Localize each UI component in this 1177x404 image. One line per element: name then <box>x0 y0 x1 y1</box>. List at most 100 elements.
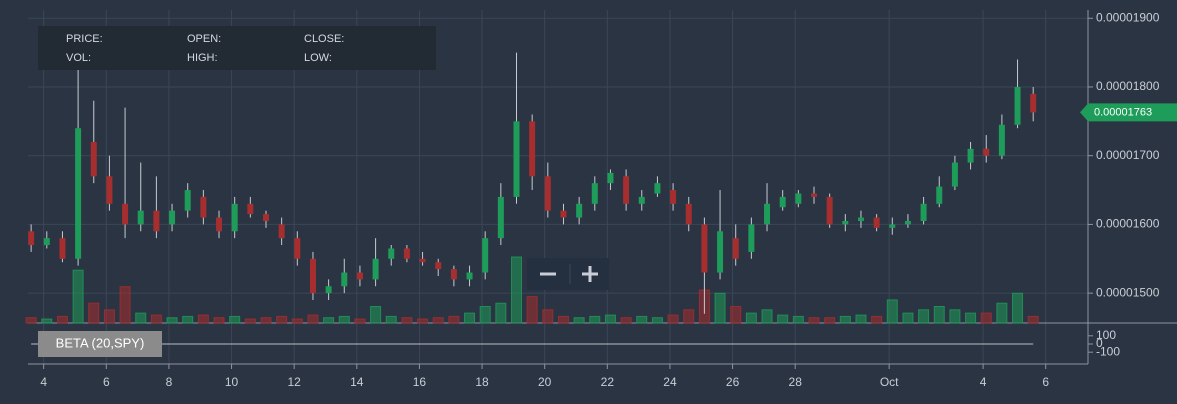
volume-bar <box>980 312 992 324</box>
y-tick-label: -100 <box>1096 344 1120 358</box>
volume-bar <box>56 315 68 324</box>
candle-body <box>482 238 489 273</box>
grid <box>28 10 1177 369</box>
volume-bar <box>307 314 319 324</box>
candle-body <box>356 272 363 280</box>
x-tick-label: 6 <box>1042 375 1049 389</box>
volume-bar <box>824 317 836 324</box>
candle-body <box>670 190 677 204</box>
candle-body <box>873 217 880 228</box>
candle-body <box>983 148 990 156</box>
candle-body <box>216 217 223 232</box>
volume-bar <box>996 302 1008 324</box>
candle-body <box>450 269 457 280</box>
candle-body <box>388 248 395 259</box>
volume-bar <box>808 317 820 324</box>
volume-bar <box>542 309 554 324</box>
volume-bar <box>197 314 209 324</box>
candle-layer <box>28 52 1037 314</box>
volume-layer <box>25 256 1039 324</box>
candle-body <box>153 210 160 232</box>
volume-bar <box>714 292 726 324</box>
candle-body <box>936 186 943 204</box>
x-tick-label: 28 <box>789 375 803 389</box>
candle-body <box>419 258 426 263</box>
volume-bar <box>526 296 538 324</box>
volume-bar <box>933 306 945 324</box>
volume-bar <box>902 312 914 324</box>
beta-label-box <box>38 331 162 357</box>
volume-bar <box>291 318 303 324</box>
volume-bar <box>949 309 961 324</box>
candle-body <box>513 121 520 197</box>
candle-body <box>889 224 896 228</box>
candle-body <box>623 176 630 204</box>
y-tick-label: 0.00001600 <box>1096 217 1160 231</box>
candle-body <box>106 176 113 204</box>
volume-bar <box>965 312 977 324</box>
beta-label: BETA (20,SPY) <box>56 335 145 350</box>
info-label: LOW: <box>304 52 332 64</box>
candle-body <box>826 196 833 225</box>
last-price-label: 0.00001763 <box>1094 106 1152 118</box>
info-label: VOL: <box>66 52 91 64</box>
candle-body <box>529 121 536 177</box>
candle-body <box>967 148 974 163</box>
x-tick-label: 12 <box>287 375 301 389</box>
volume-bar <box>604 314 616 324</box>
info-label: CLOSE: <box>304 33 344 45</box>
volume-bar <box>25 317 37 324</box>
candle-body <box>764 203 771 225</box>
candle-body <box>810 193 817 197</box>
x-tick-label: 20 <box>538 375 552 389</box>
candle-body <box>717 231 724 273</box>
candle-body <box>497 196 504 239</box>
volume-bar <box>72 269 84 324</box>
candle-body <box>654 183 661 194</box>
candle-body <box>607 172 614 184</box>
candle-body <box>951 162 958 187</box>
volume-bar <box>385 315 397 324</box>
volume-bar <box>683 309 695 324</box>
candle-body <box>184 190 191 211</box>
x-tick-label: Oct <box>880 375 899 389</box>
zoom-out-button[interactable] <box>530 260 568 288</box>
zoom-in-button[interactable] <box>572 260 608 288</box>
candle-body <box>857 217 864 221</box>
x-tick-label: 24 <box>663 375 677 389</box>
candle-body <box>998 124 1005 156</box>
volume-bar <box>370 306 382 324</box>
candle-body <box>309 258 316 294</box>
y-tick-label: 0.00001700 <box>1096 148 1160 162</box>
volume-bar <box>276 315 288 324</box>
x-tick-label: 14 <box>350 375 364 389</box>
candle-body <box>466 272 473 280</box>
candle-body <box>904 220 911 225</box>
candle-body <box>169 210 176 225</box>
volume-bar <box>886 299 898 324</box>
volume-bar <box>417 318 429 324</box>
x-tick-label: 10 <box>225 375 239 389</box>
volume-bar <box>792 315 804 324</box>
candle-body <box>842 220 849 225</box>
volume-bar <box>511 256 523 324</box>
candle-body <box>231 203 238 232</box>
candle-body <box>795 193 802 204</box>
volume-bar <box>213 317 225 324</box>
candle-body <box>685 203 692 225</box>
y-tick-label: 0.00001800 <box>1096 79 1160 93</box>
candle-body <box>262 214 269 221</box>
volume-bar <box>260 317 272 324</box>
last-price-tag <box>1080 103 1177 122</box>
volume-bar <box>777 314 789 324</box>
candle-body <box>403 248 410 259</box>
volume-bar <box>871 315 883 324</box>
candle-body <box>278 224 285 239</box>
volume-bar <box>557 315 569 324</box>
volume-bar <box>401 317 413 324</box>
candle-body <box>90 141 97 177</box>
info-label: PRICE: <box>66 33 103 45</box>
volume-bar <box>495 302 507 324</box>
volume-bar <box>229 315 241 324</box>
